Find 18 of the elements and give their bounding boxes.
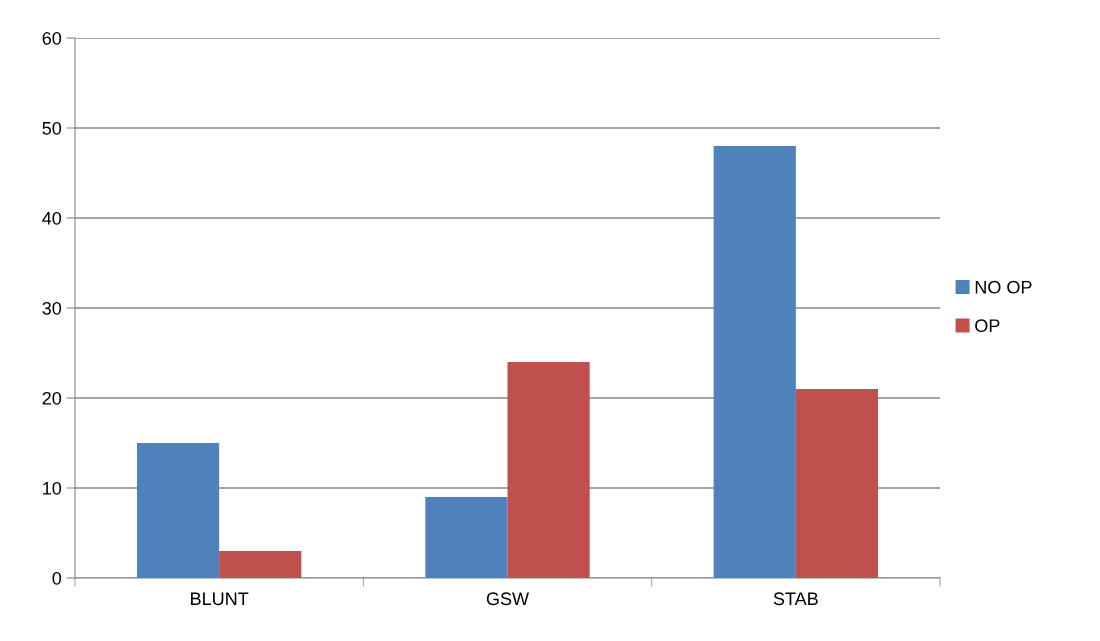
bar (425, 497, 508, 578)
legend-label: NO OP (975, 280, 1032, 294)
x-tick-label: BLUNT (191, 592, 249, 606)
bar (219, 551, 302, 578)
bar (136, 443, 220, 578)
y-tick-label: 0 (52, 571, 62, 585)
legend-label: OP (975, 319, 1000, 333)
x-tick-label: STAB (773, 592, 818, 606)
y-tick-label: 50 (42, 121, 62, 135)
bar (507, 362, 590, 578)
x-tick-label: GSW (486, 592, 529, 606)
bar (713, 146, 796, 578)
y-tick-label: 30 (42, 301, 62, 315)
y-tick-label: 40 (42, 211, 62, 225)
bar (795, 389, 879, 578)
y-tick-label: 10 (43, 481, 62, 495)
y-tick-label: 60 (42, 31, 62, 45)
y-tick-label: 20 (42, 391, 62, 405)
